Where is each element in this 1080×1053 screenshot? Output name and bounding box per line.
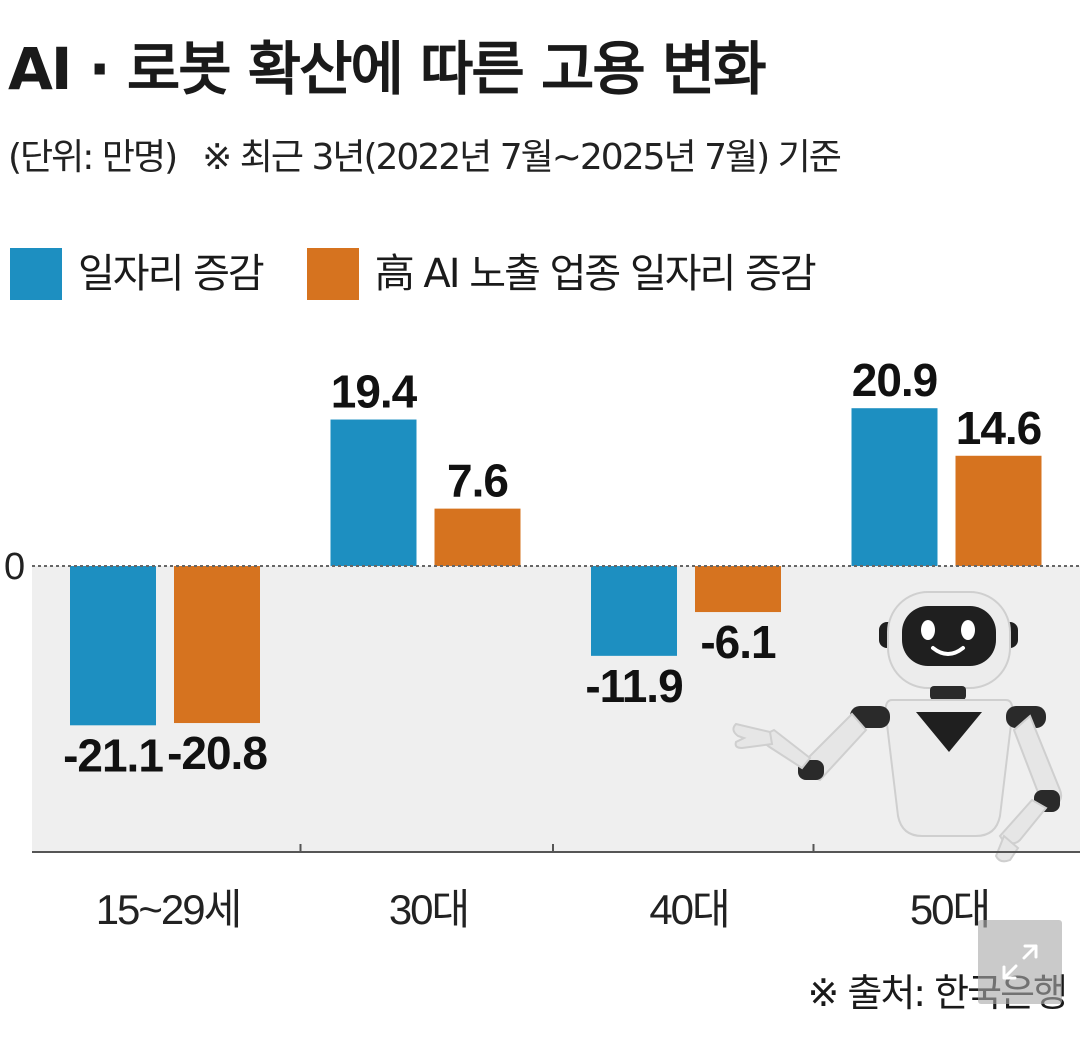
data-label-ai-jobs-50s: 14.6 [956,402,1042,454]
robot-illustration [732,591,1063,863]
category-label-15-29: 15~29세 [96,886,241,933]
data-label-ai-jobs-15-29: -20.8 [167,727,267,779]
legend-swatch-ai-jobs [306,248,359,300]
chart-title: AI · 로봇 확산에 따른 고용 변화 [8,35,767,103]
robot-neck [930,686,966,700]
bar-jobs-50s [851,408,938,566]
bar-jobs-30s [330,419,417,566]
zero-label: 0 [4,546,25,588]
period-note: ※ 최근 3년(2022년 7월~2025년 7월) 기준 [202,137,842,178]
legend: 일자리 증감 高 AI 노출 업종 일자리 증감 [10,244,859,304]
robot-face [902,606,996,666]
bar-ai-jobs-50s [955,455,1042,566]
bars-group [70,408,1042,726]
expand-icon [1002,944,1038,980]
data-labels-group: -21.1 19.4 -11.9 20.9 -20.8 7.6 -6.1 14.6 [63,354,1042,781]
bar-ai-jobs-15-29 [174,566,260,724]
legend-swatch-jobs [10,248,62,300]
robot-eye-right [961,620,975,640]
bar-ai-jobs-30s [434,508,521,566]
expand-button[interactable] [978,920,1062,1004]
unit-label: (단위: 만명) [8,137,178,178]
bar-jobs-40s [591,566,677,656]
chart-subtitle: (단위: 만명) ※ 최근 3년(2022년 7월~2025년 7월) 기준 [8,137,842,178]
data-label-jobs-15-29: -21.1 [63,729,163,781]
data-label-ai-jobs-30s: 7.6 [447,455,508,507]
category-label-40s: 40대 [649,886,728,933]
data-label-jobs-40s: -11.9 [585,660,682,712]
robot-chest-emblem [916,712,982,752]
legend-label-ai-jobs: 高 AI 노출 업종 일자리 증감 [374,251,817,297]
robot-eye-left [921,620,935,640]
data-label-ai-jobs-40s: -6.1 [700,616,776,668]
robot-hand-left [732,722,774,750]
data-label-jobs-30s: 19.4 [331,366,418,418]
robot-smile [931,646,965,656]
category-label-50s: 50대 [910,886,989,933]
robot-hand-right [994,834,1020,863]
category-label-30s: 30대 [389,886,468,933]
legend-item-jobs: 일자리 증감 [10,248,265,300]
x-ticks [299,844,815,852]
robot-shoulder-right [1006,706,1046,728]
bar-ai-jobs-40s [695,566,781,613]
bar-jobs-15-29 [70,566,156,726]
legend-label-jobs: 일자리 증감 [78,251,265,297]
category-labels-group: 15~29세 30대 40대 50대 [96,886,991,933]
data-label-jobs-50s: 20.9 [852,354,938,406]
legend-item-ai-jobs: 高 AI 노출 업종 일자리 증감 [306,248,817,300]
